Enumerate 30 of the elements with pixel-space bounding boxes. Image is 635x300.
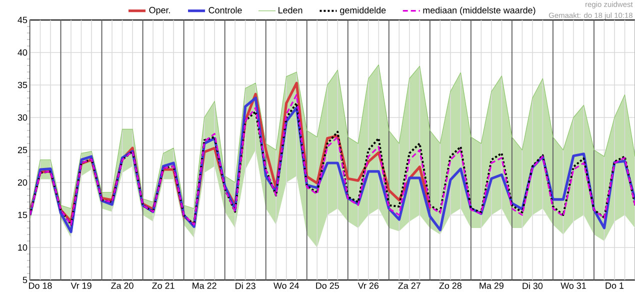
legend-label: mediaan (middelste waarde) [423,6,536,16]
x-tick-label: Wo 24 [274,282,299,289]
y-tick-label: 40 [18,49,28,56]
x-tick-label: Di 23 [236,282,256,290]
x-tick-label: Za 27 [398,282,420,289]
y-tick-label: 15 [18,212,28,218]
y-tick-label: 45 [18,16,28,24]
legend-label: gemiddelde [340,6,386,16]
line-series [30,64,635,212]
y-tick-label: 20 [18,179,28,186]
legend-label: Controle [208,6,242,14]
y-tick-label: 35 [18,82,28,88]
x-tick-label: Do 25 [316,282,339,289]
x-tick-label: Vr 26 [358,282,379,289]
x-tick-label: Ma 22 [192,282,216,289]
x-tick-label: Do 18 [29,282,52,289]
y-tick-label: 5 [22,276,28,284]
x-tick-label: Ma 29 [480,282,504,289]
x-tick-label: Vr 19 [70,282,92,289]
x-tick-label: Zo 21 [152,282,174,289]
x-tick-label: Di 30 [522,282,543,290]
x-tick-label: Do 1 [606,282,624,289]
legend-label: Oper. [149,6,170,16]
y-tick-label: 10 [18,244,28,251]
x-tick-label: Wo 31 [560,282,586,289]
x-tick-label: Za 20 [111,282,134,289]
y-tick-label: 25 [18,146,28,154]
legend-label: Leden [278,6,302,14]
x-tick-label: Zo 28 [439,282,462,289]
y-tick-label: 30 [18,114,28,121]
